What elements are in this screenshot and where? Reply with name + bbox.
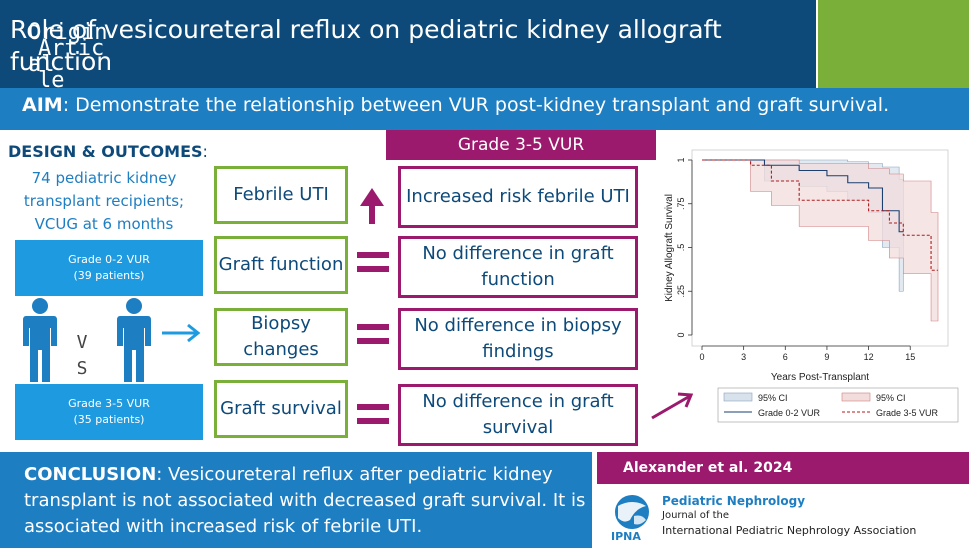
citation: Alexander et al. 2024 [597,452,969,484]
legend-swatch [723,392,753,402]
x-tick-label: 6 [783,352,788,362]
legend-label: 95% CI [758,393,788,403]
group-name: Grade 3-5 VUR [68,397,150,410]
grade-3-5-header: Grade 3-5 VUR [386,130,656,160]
badge-line: Origin [28,20,108,45]
conclusion-label: CONCLUSION [24,464,157,485]
arrow-up-right-icon [651,392,694,420]
outcome-graft-function: Graft function [214,236,348,294]
ipna-logo-text: IPNA [611,530,641,543]
y-tick-label: 0 [676,332,686,337]
badge-line: Artic [38,36,105,61]
aim-text: : Demonstrate the relationship between V… [62,94,890,116]
header-bar [0,0,816,88]
x-axis-label: Years Post-Transplant [771,372,869,383]
conclusion-bar [0,452,592,548]
result-graft-survival: No difference in graft survival [398,384,638,446]
equals-icon [357,252,389,274]
result-febrile-uti: Increased risk febrile UTI [398,166,638,228]
arrow-right-icon [162,323,201,343]
x-tick-label: 15 [905,352,915,362]
y-tick-label: 1 [676,157,686,162]
journal-subtitle: Journal of the [662,510,729,521]
article-type-label: Origin Artic al le [28,22,148,92]
design-line: transplant recipients; [23,192,185,210]
design-title: DESIGN & OUTCOMES: [8,142,208,161]
person-icon [23,298,57,382]
legend-label: 95% CI [876,393,906,403]
x-tick-label: 3 [741,352,746,362]
badge-line: al [28,52,55,77]
design-label: DESIGN & OUTCOMES [8,142,203,161]
y-tick-label: .5 [676,244,686,252]
group-patients: (39 patients) [73,269,145,282]
vs-letter: S [76,358,88,379]
article-type-badge [816,0,969,88]
x-tick-label: 9 [824,352,829,362]
group-box-grade-0-2: Grade 0-2 VUR (39 patients) [15,240,203,296]
person-icon [117,298,151,382]
result-biopsy-changes: No difference in biopsy findings [398,308,638,370]
y-tick-label: .75 [676,197,686,210]
aim-label: AIM [22,94,63,116]
badge-line: le [38,68,65,93]
design-line: VCUG at 6 months [34,215,174,233]
design-description: 74 pediatric kidney transplant recipient… [6,167,202,236]
design-line: 74 pediatric kidney [31,169,177,187]
group-box-grade-3-5: Grade 3-5 VUR (35 patients) [15,384,203,440]
ci-band [702,159,939,322]
x-tick-label: 12 [864,352,874,362]
survival-line [702,159,938,271]
group-patients: (35 patients) [73,413,145,426]
outcome-biopsy-changes: Biopsy changes [214,308,348,366]
legend-swatch [841,392,871,402]
legend-label: Grade 0-2 VUR [758,408,821,418]
y-tick-label: .25 [676,285,686,298]
conclusion-statement: CONCLUSION: Vesicoureteral reflux after … [24,462,592,540]
y-axis-label: Kidney Allograft Survival [664,194,675,302]
survival-chart: 0 .25 .5 .75 1 0 3 6 9 12 15 95% CI 95% CI Grade 0-2 … [664,149,959,423]
design-colon: : [202,142,208,161]
versus-label: V S [75,330,89,382]
legend-label: Grade 3-5 VUR [876,408,939,418]
equals-icon [357,324,389,346]
up-arrow-icon [360,188,384,224]
equals-icon [357,404,389,426]
survival-line [702,159,904,233]
outcome-graft-survival: Graft survival [214,380,348,438]
legend-box [717,387,959,423]
aim-bar [0,88,969,130]
vs-letter: V [76,332,88,353]
conclusion-text: : Vesicoureteral reflux after pediatric … [24,464,586,537]
aim-statement: AIM: Demonstrate the relationship betwee… [22,94,889,116]
outcome-febrile-uti: Febrile UTI [214,166,348,224]
group-name: Grade 0-2 VUR [68,253,150,266]
journal-title: Pediatric Nephrology [662,494,806,508]
ipna-globe-logo [615,495,649,529]
page-title: Role of vesicoureteral reflux on pediatr… [10,15,722,76]
result-graft-function: No difference in graft function [398,236,638,298]
journal-organization: International Pediatric Nephrology Assoc… [662,524,917,537]
x-tick-label: 0 [699,352,704,362]
